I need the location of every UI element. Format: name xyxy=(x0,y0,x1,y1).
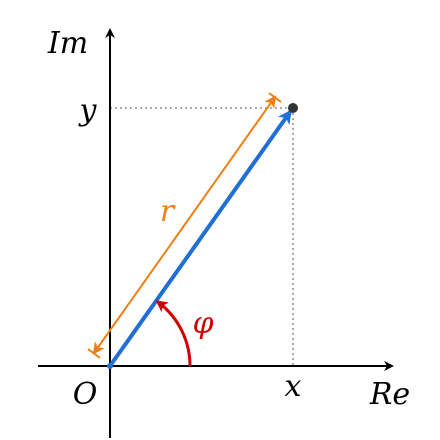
vector xyxy=(108,109,292,368)
y-label: y xyxy=(78,93,98,128)
modulus-cap xyxy=(268,92,282,103)
angle-arc xyxy=(155,300,192,367)
origin-dot xyxy=(107,363,113,369)
modulus-line xyxy=(92,95,277,355)
imaginary-label: Im xyxy=(47,26,88,61)
real-label: Re xyxy=(369,377,410,412)
modulus-label: r xyxy=(160,194,176,229)
point xyxy=(288,103,298,113)
argument-label: φ xyxy=(192,306,213,341)
x-label: x xyxy=(285,369,302,404)
origin-label: O xyxy=(73,377,98,412)
modulus-cap xyxy=(87,348,101,359)
